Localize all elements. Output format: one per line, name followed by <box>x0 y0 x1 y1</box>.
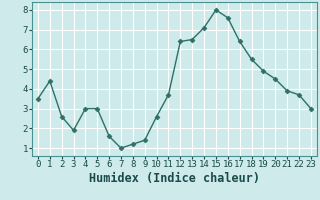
X-axis label: Humidex (Indice chaleur): Humidex (Indice chaleur) <box>89 172 260 185</box>
